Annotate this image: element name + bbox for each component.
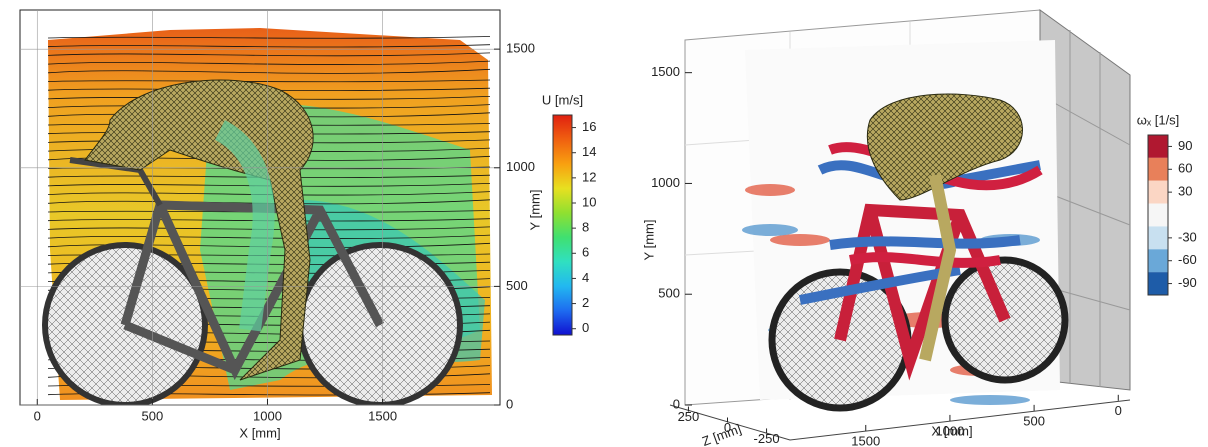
colorbar-tick-label: -30 — [1178, 229, 1197, 244]
colorbar-frame — [552, 114, 573, 336]
streamline — [47, 183, 491, 187]
flow-scene — [42, 28, 492, 405]
streamline — [47, 44, 491, 48]
y-axis-label: Y [mm] — [527, 190, 542, 231]
colorbar-tick-label: 14 — [582, 144, 596, 159]
y-tick-label: 1000 — [506, 159, 535, 174]
colorbar-title: U [m/s] — [542, 92, 583, 107]
colorbar-tick-label: 16 — [582, 119, 596, 134]
y-tick-label: 1500 — [506, 41, 535, 56]
streamline — [47, 174, 491, 178]
colorbar-tick-label: 8 — [582, 220, 589, 235]
colorbar-tick-label: 10 — [582, 194, 596, 209]
streamline — [47, 226, 491, 231]
colorbar-band — [1148, 226, 1168, 250]
streamline — [47, 191, 491, 196]
z-axis-label: Z [mm] — [700, 421, 743, 447]
streamline — [47, 60, 491, 65]
colorbar-tick-label: 12 — [582, 169, 596, 184]
colorbar-band — [1148, 203, 1168, 227]
x-axis-label: X [mm] — [239, 425, 280, 440]
streamline — [47, 68, 491, 74]
colorbar-band — [1148, 272, 1168, 295]
colorbar — [553, 115, 572, 335]
streamline — [47, 52, 491, 57]
y-tick-label: 500 — [506, 278, 528, 293]
colorbar-title: ωₓ [1/s] — [1137, 112, 1180, 127]
x-axis-label: X [mm] — [931, 423, 972, 438]
x-tick-label: 1500 — [368, 408, 397, 423]
streamline — [47, 234, 491, 239]
colorbar-frame — [1147, 134, 1169, 296]
streamline — [47, 36, 491, 39]
colorbar-band — [1148, 157, 1168, 181]
z-tick-label: 250 — [678, 409, 700, 424]
streamline — [47, 218, 491, 222]
y-tick-label: 0 — [506, 396, 513, 411]
colorbar-tick-label: 60 — [1178, 161, 1192, 176]
colorbar-tick-label: 90 — [1178, 138, 1192, 153]
colorbar-tick-label: 6 — [582, 245, 589, 260]
streamline — [47, 242, 491, 248]
x-tick-label: 500 — [1023, 413, 1045, 428]
colorbar-band — [1148, 249, 1168, 273]
x-tick-label: 1000 — [935, 423, 964, 438]
y-tick-label: 1500 — [651, 64, 680, 79]
z-tick-label: -250 — [754, 431, 780, 446]
colorbar-band — [1148, 180, 1168, 204]
streamline — [47, 199, 491, 205]
colorbar-tick-label: 2 — [582, 295, 589, 310]
colorbar-tick-label: 0 — [582, 320, 589, 335]
x-tick-label: 0 — [1115, 403, 1122, 418]
x-tick-label: 1000 — [253, 408, 282, 423]
colorbar-band — [1148, 135, 1168, 158]
x-tick-label: 500 — [142, 408, 164, 423]
colorbar-tick-label: 4 — [582, 270, 589, 285]
colorbar-tick-label: 30 — [1178, 184, 1192, 199]
vorticity-scene — [669, 9, 1131, 441]
colorbar-tick-label: -60 — [1178, 252, 1197, 267]
y-axis-label: Y [mm] — [641, 220, 656, 261]
colorbar-tick-label: -90 — [1178, 275, 1197, 290]
z-tick-label: 0 — [724, 420, 731, 435]
y-tick-label: 0 — [673, 396, 680, 411]
y-tick-label: 1000 — [651, 175, 680, 190]
y-tick-label: 500 — [658, 286, 680, 301]
x-tick-label: 0 — [34, 408, 41, 423]
x-tick-label: 1500 — [851, 433, 880, 447]
